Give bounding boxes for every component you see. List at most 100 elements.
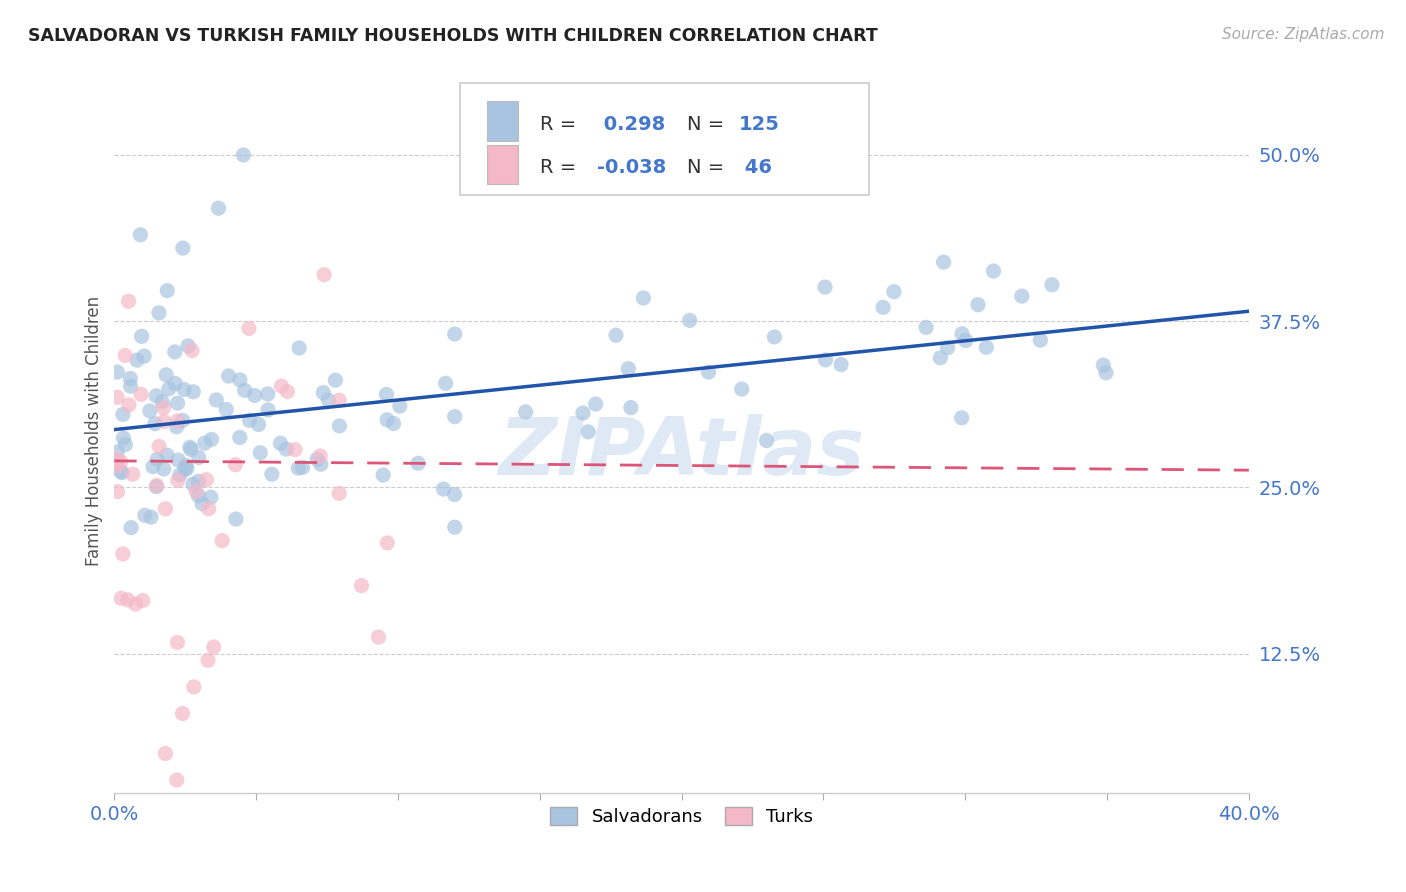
Point xyxy=(243,388,266,402)
Point xyxy=(131,329,153,343)
Point xyxy=(218,369,240,384)
Point xyxy=(194,436,217,450)
Point xyxy=(172,241,194,255)
FancyBboxPatch shape xyxy=(460,83,869,195)
Point xyxy=(814,280,837,294)
Point xyxy=(129,227,152,242)
Point xyxy=(576,425,599,439)
Point xyxy=(166,414,188,428)
Point xyxy=(153,415,176,429)
Point xyxy=(155,501,177,516)
Point xyxy=(155,747,177,761)
Point xyxy=(307,452,329,467)
Point xyxy=(207,201,229,215)
Point xyxy=(105,390,128,404)
Point xyxy=(139,404,162,418)
Point xyxy=(224,458,246,472)
Point xyxy=(247,417,270,432)
Point xyxy=(375,413,398,427)
Point xyxy=(197,653,219,667)
Point xyxy=(229,373,252,387)
Point xyxy=(633,291,655,305)
Point xyxy=(110,464,132,478)
Point xyxy=(617,361,640,376)
Y-axis label: Family Households with Children: Family Households with Children xyxy=(86,296,103,566)
Point xyxy=(155,368,177,382)
Point xyxy=(117,294,139,309)
Point xyxy=(187,475,209,489)
Point xyxy=(176,461,198,475)
Point xyxy=(183,680,205,694)
Point xyxy=(156,284,179,298)
Point xyxy=(950,326,973,341)
Point xyxy=(105,458,128,473)
Point xyxy=(291,460,314,475)
Point xyxy=(200,490,222,504)
Point xyxy=(215,402,238,417)
Point xyxy=(125,353,148,368)
Point xyxy=(276,442,298,456)
Point xyxy=(229,430,252,444)
Point xyxy=(202,640,225,654)
Point xyxy=(373,468,395,483)
Point xyxy=(375,387,398,401)
Point xyxy=(146,478,169,492)
Point xyxy=(950,410,973,425)
Text: ZIPAtlas: ZIPAtlas xyxy=(499,414,865,491)
Point xyxy=(312,385,335,400)
Text: N =: N = xyxy=(688,115,724,134)
Point xyxy=(249,446,271,460)
Point xyxy=(118,398,141,412)
Point xyxy=(121,467,143,482)
Point xyxy=(1029,333,1052,347)
Point xyxy=(165,376,187,391)
Point xyxy=(515,405,537,419)
Point xyxy=(174,462,197,476)
Point xyxy=(955,334,977,348)
Point xyxy=(1092,358,1115,372)
Point xyxy=(139,510,162,524)
Point xyxy=(153,462,176,476)
Point xyxy=(328,486,350,500)
Point xyxy=(388,399,411,413)
Point xyxy=(120,521,142,535)
Point xyxy=(184,484,207,499)
Point xyxy=(179,440,201,454)
Text: Source: ZipAtlas.com: Source: ZipAtlas.com xyxy=(1222,27,1385,42)
Point xyxy=(114,437,136,451)
Point xyxy=(328,418,350,433)
Point xyxy=(157,382,180,396)
Point xyxy=(211,533,233,548)
Point xyxy=(309,457,332,471)
FancyBboxPatch shape xyxy=(486,101,519,141)
Point xyxy=(195,473,218,487)
Point xyxy=(932,255,955,269)
Point xyxy=(976,340,998,354)
Point xyxy=(312,268,335,282)
Point xyxy=(585,397,607,411)
Point xyxy=(134,508,156,523)
Point xyxy=(180,442,202,457)
Point xyxy=(150,394,173,409)
Point xyxy=(276,384,298,399)
Point xyxy=(731,382,754,396)
Point xyxy=(679,313,702,327)
Point xyxy=(225,512,247,526)
Point xyxy=(257,403,280,417)
Point xyxy=(200,433,222,447)
Point xyxy=(142,459,165,474)
Point xyxy=(983,264,1005,278)
Point xyxy=(1040,277,1063,292)
Point xyxy=(132,349,155,363)
Point xyxy=(755,434,778,448)
Point xyxy=(105,452,128,467)
Point xyxy=(406,456,429,470)
Point xyxy=(443,520,465,534)
Point xyxy=(167,453,190,467)
Point xyxy=(181,384,204,399)
Point xyxy=(443,487,465,501)
Point xyxy=(166,419,188,434)
Point xyxy=(187,450,209,465)
Point xyxy=(367,630,389,644)
Point xyxy=(284,442,307,457)
